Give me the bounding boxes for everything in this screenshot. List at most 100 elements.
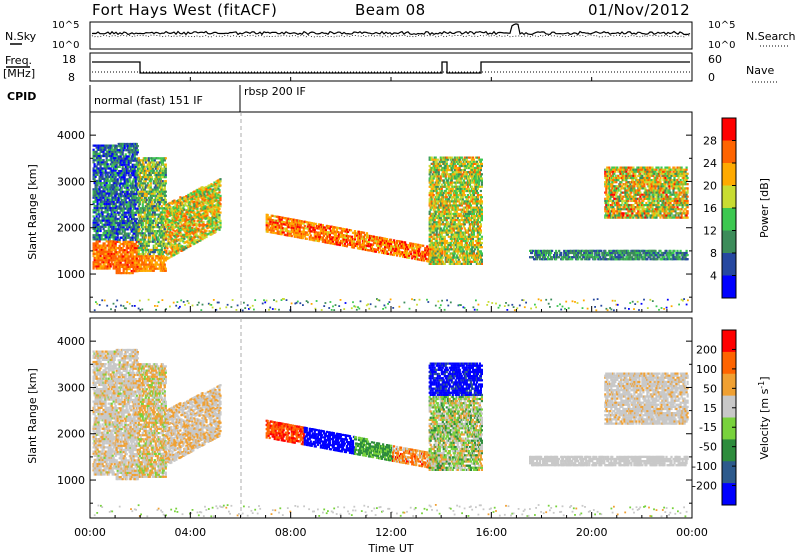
- power-cell: [140, 178, 143, 181]
- power-cell: [95, 248, 98, 251]
- power-cell: [92, 167, 95, 170]
- power-cell: [107, 225, 110, 228]
- power-cell: [365, 236, 369, 239]
- power-cell: [114, 150, 117, 153]
- power-cell: [160, 213, 163, 216]
- power-cell: [217, 210, 220, 213]
- power-cell: [104, 194, 107, 197]
- power-cell: [120, 182, 123, 185]
- power-cell: [106, 186, 109, 189]
- power-cell: [135, 249, 138, 252]
- power-cell: [100, 265, 103, 268]
- power-cell: [435, 233, 438, 236]
- power-cell: [130, 155, 133, 158]
- power-cell: [154, 167, 157, 170]
- power-cell: [113, 211, 116, 214]
- power-cell: [303, 224, 306, 228]
- power-cell: [298, 226, 301, 229]
- power-cell: [97, 157, 100, 160]
- power-cell: [164, 163, 167, 166]
- power-cell: [431, 187, 434, 190]
- power-cell: [208, 192, 211, 195]
- power-cell: [158, 255, 161, 258]
- power-cell: [134, 176, 137, 179]
- power-cell: [356, 232, 360, 235]
- power-cell: [287, 219, 290, 223]
- power-cell: [428, 216, 431, 220]
- power-cell: [358, 235, 362, 238]
- power-cell: [433, 208, 436, 211]
- power-cell: [153, 192, 156, 195]
- power-cell: [106, 152, 109, 155]
- power-cell: [131, 153, 134, 156]
- power-cell: [401, 247, 404, 250]
- power-cell: [99, 257, 102, 260]
- power-cell: [143, 167, 146, 170]
- power-cell: [326, 227, 329, 230]
- power-cell: [132, 249, 135, 252]
- power-cell: [375, 238, 379, 241]
- power-cell: [97, 219, 100, 222]
- power-cell: [432, 258, 435, 261]
- power-cell: [164, 176, 167, 179]
- power-cell: [100, 209, 103, 212]
- power-cell: [431, 162, 434, 165]
- power-cell: [144, 240, 147, 243]
- power-cell: [302, 222, 305, 225]
- power-cell: [432, 216, 435, 220]
- power-cell: [321, 228, 324, 231]
- power-cell: [157, 157, 160, 160]
- power-cell: [137, 171, 140, 174]
- power-cell: [140, 230, 143, 233]
- power-cell: [276, 230, 279, 233]
- power-cell: [123, 249, 126, 252]
- power-cell: [370, 237, 374, 240]
- power-cell: [147, 178, 150, 181]
- power-cell: [92, 221, 95, 224]
- power-cell: [384, 252, 387, 255]
- power-cell: [197, 196, 200, 199]
- power-cell: [321, 240, 324, 243]
- power-cell: [127, 149, 130, 152]
- power-cell: [123, 211, 126, 214]
- power-cell: [121, 257, 124, 260]
- power-cell: [380, 249, 383, 252]
- power-cell: [93, 259, 96, 262]
- power-cell: [435, 223, 438, 226]
- power-cell: [112, 173, 115, 176]
- power-cell: [219, 226, 222, 229]
- power-cell: [208, 184, 211, 187]
- power-cell: [105, 259, 108, 262]
- power-cell: [96, 221, 99, 224]
- power-cell: [97, 265, 100, 268]
- power-cell: [116, 161, 119, 164]
- power-cell: [159, 194, 162, 197]
- power-cell: [342, 228, 345, 231]
- power-cell: [158, 230, 161, 233]
- power-cell: [330, 232, 333, 235]
- power-cell: [265, 215, 268, 218]
- power-cell: [135, 267, 138, 271]
- power-cell: [166, 245, 169, 248]
- power-cell: [101, 225, 104, 228]
- power-cell: [96, 204, 99, 208]
- freq-panel-frame: [89, 52, 693, 82]
- power-cell: [298, 232, 301, 235]
- power-cell: [219, 184, 222, 187]
- power-cell: [136, 236, 139, 239]
- power-cell: [101, 202, 104, 205]
- power-cell: [129, 222, 132, 225]
- power-cell: [144, 176, 147, 179]
- power-cell: [123, 232, 126, 235]
- power-cell: [137, 182, 140, 185]
- power-cell: [140, 259, 143, 262]
- power-cell: [430, 239, 433, 243]
- power-cell: [300, 220, 303, 223]
- power-cell: [150, 192, 153, 195]
- power-cell: [344, 236, 347, 239]
- power-cell: [329, 236, 332, 239]
- power-cell: [430, 248, 433, 251]
- power-cell: [144, 161, 147, 164]
- power-cell: [338, 243, 341, 247]
